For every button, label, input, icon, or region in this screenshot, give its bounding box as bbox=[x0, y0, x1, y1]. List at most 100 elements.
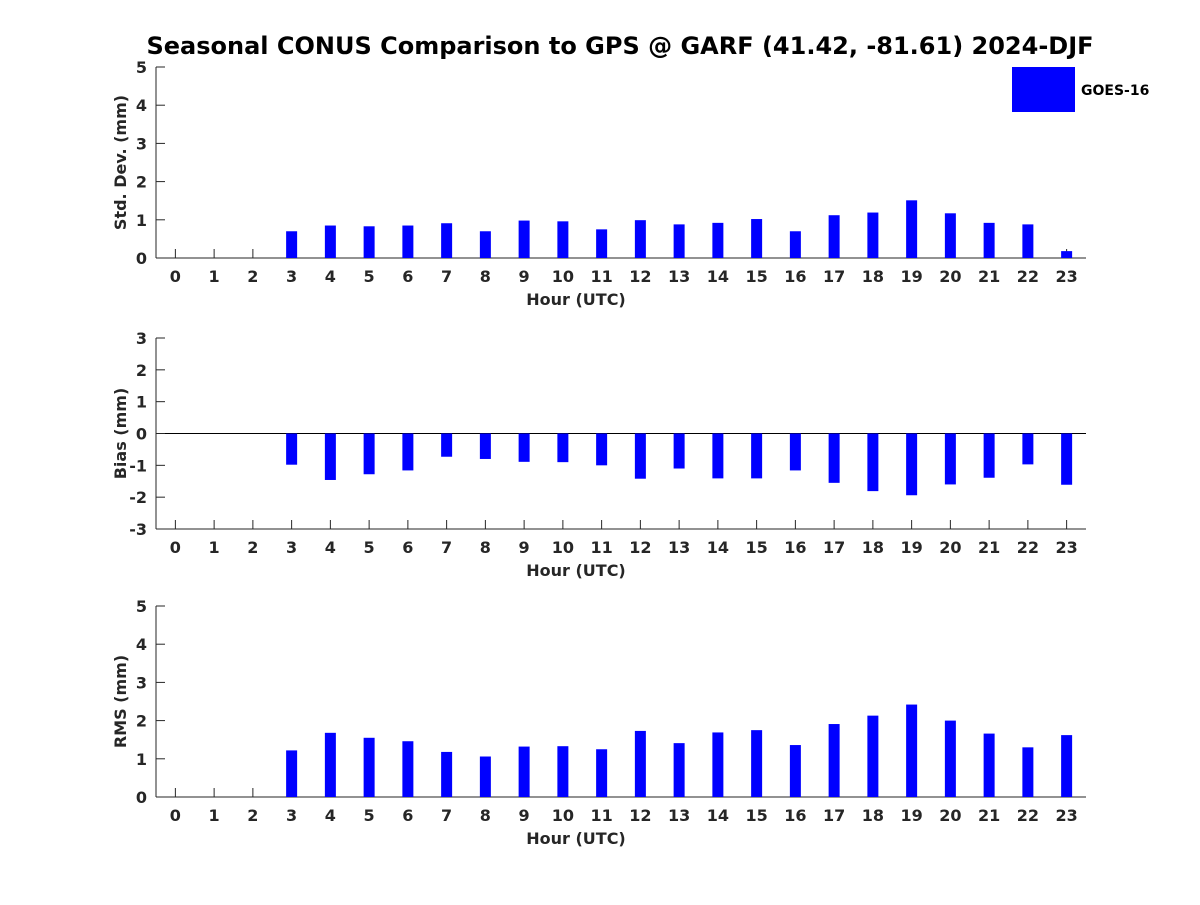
x-tick-label: 22 bbox=[1017, 538, 1039, 557]
x-tick-label: 21 bbox=[978, 806, 1000, 825]
bar-rms-8 bbox=[479, 756, 491, 797]
bar-rms-21 bbox=[983, 733, 995, 797]
y-tick-label: 1 bbox=[136, 750, 147, 769]
x-tick-label: 20 bbox=[939, 538, 961, 557]
bar-std-22 bbox=[1022, 224, 1034, 258]
x-tick-label: 18 bbox=[862, 538, 884, 557]
x-tick-label: 13 bbox=[668, 267, 690, 286]
bar-bias-14 bbox=[712, 433, 724, 479]
x-tick-label: 21 bbox=[978, 538, 1000, 557]
y-tick-label: -2 bbox=[129, 488, 147, 507]
bar-bias-6 bbox=[402, 433, 414, 471]
y-tick-label: 1 bbox=[136, 211, 147, 230]
x-tick-label: 23 bbox=[1055, 267, 1077, 286]
x-tick-label: 11 bbox=[590, 538, 612, 557]
x-tick-label: 8 bbox=[480, 538, 491, 557]
x-tick-label: 10 bbox=[552, 538, 574, 557]
legend: GOES-16 bbox=[1012, 67, 1149, 112]
bar-rms-9 bbox=[518, 746, 530, 797]
bar-rms-17 bbox=[828, 724, 840, 797]
bar-bias-15 bbox=[751, 433, 763, 479]
x-tick-label: 5 bbox=[364, 538, 375, 557]
bar-std-4 bbox=[324, 225, 336, 258]
x-tick-label: 13 bbox=[668, 806, 690, 825]
x-tick-label: 22 bbox=[1017, 267, 1039, 286]
legend-label: GOES-16 bbox=[1081, 83, 1149, 99]
x-tick-label: 1 bbox=[209, 538, 220, 557]
bar-std-13 bbox=[673, 224, 685, 258]
y-tick-label: 0 bbox=[136, 788, 147, 807]
x-tick-label: 8 bbox=[480, 267, 491, 286]
x-tick-label: 9 bbox=[519, 267, 530, 286]
x-tick-label: 1 bbox=[209, 267, 220, 286]
x-tick-label: 3 bbox=[286, 538, 297, 557]
bar-rms-23 bbox=[1061, 735, 1073, 797]
x-tick-label: 17 bbox=[823, 267, 845, 286]
x-tick-label: 13 bbox=[668, 538, 690, 557]
x-axis-label: Hour (UTC) bbox=[526, 829, 626, 848]
bar-bias-21 bbox=[983, 433, 995, 478]
x-tick-label: 5 bbox=[364, 806, 375, 825]
x-tick-label: 16 bbox=[784, 538, 806, 557]
bar-rms-14 bbox=[712, 732, 724, 797]
bar-std-3 bbox=[286, 231, 298, 258]
bar-rms-10 bbox=[557, 746, 569, 797]
bar-bias-7 bbox=[441, 433, 453, 457]
bar-bias-13 bbox=[673, 433, 685, 469]
y-tick-label: 4 bbox=[136, 635, 147, 654]
bar-rms-20 bbox=[944, 720, 956, 797]
x-tick-label: 4 bbox=[325, 267, 336, 286]
x-tick-label: 20 bbox=[939, 267, 961, 286]
x-tick-label: 18 bbox=[862, 267, 884, 286]
bar-std-20 bbox=[944, 213, 956, 258]
y-tick-label: 2 bbox=[136, 361, 147, 380]
x-tick-label: 19 bbox=[900, 806, 922, 825]
y-axis-label: Std. Dev. (mm) bbox=[111, 95, 130, 230]
bar-bias-5 bbox=[363, 433, 375, 475]
x-tick-label: 12 bbox=[629, 806, 651, 825]
x-tick-label: 6 bbox=[402, 806, 413, 825]
y-tick-label: 3 bbox=[136, 134, 147, 153]
bar-rms-12 bbox=[634, 730, 646, 797]
bar-bias-4 bbox=[324, 433, 336, 480]
x-tick-label: 10 bbox=[552, 806, 574, 825]
bar-std-19 bbox=[906, 200, 918, 258]
bar-bias-23 bbox=[1061, 433, 1073, 485]
bar-rms-6 bbox=[402, 741, 414, 797]
y-tick-label: 5 bbox=[136, 597, 147, 616]
x-tick-label: 20 bbox=[939, 806, 961, 825]
x-tick-label: 16 bbox=[784, 267, 806, 286]
bar-bias-22 bbox=[1022, 433, 1034, 465]
bar-bias-10 bbox=[557, 433, 569, 463]
x-tick-label: 8 bbox=[480, 806, 491, 825]
bar-rms-11 bbox=[596, 749, 608, 797]
x-tick-label: 23 bbox=[1055, 538, 1077, 557]
x-tick-label: 15 bbox=[745, 267, 767, 286]
bar-rms-3 bbox=[286, 750, 298, 797]
bar-bias-17 bbox=[828, 433, 840, 483]
x-tick-label: 14 bbox=[707, 267, 729, 286]
x-tick-label: 3 bbox=[286, 806, 297, 825]
bar-std-15 bbox=[751, 219, 763, 258]
y-tick-label: 0 bbox=[136, 249, 147, 268]
bar-std-7 bbox=[441, 223, 453, 258]
bar-std-5 bbox=[363, 226, 375, 258]
y-tick-label: 4 bbox=[136, 96, 147, 115]
x-tick-label: 1 bbox=[209, 806, 220, 825]
x-tick-label: 11 bbox=[590, 267, 612, 286]
bar-bias-19 bbox=[906, 433, 918, 496]
bar-std-21 bbox=[983, 222, 995, 258]
x-tick-label: 6 bbox=[402, 538, 413, 557]
bar-rms-7 bbox=[441, 751, 453, 797]
y-tick-label: 2 bbox=[136, 712, 147, 731]
bar-rms-16 bbox=[789, 745, 801, 797]
x-tick-label: 7 bbox=[441, 538, 452, 557]
bar-rms-22 bbox=[1022, 747, 1034, 797]
x-tick-label: 23 bbox=[1055, 806, 1077, 825]
x-tick-label: 16 bbox=[784, 806, 806, 825]
bar-std-16 bbox=[789, 231, 801, 258]
